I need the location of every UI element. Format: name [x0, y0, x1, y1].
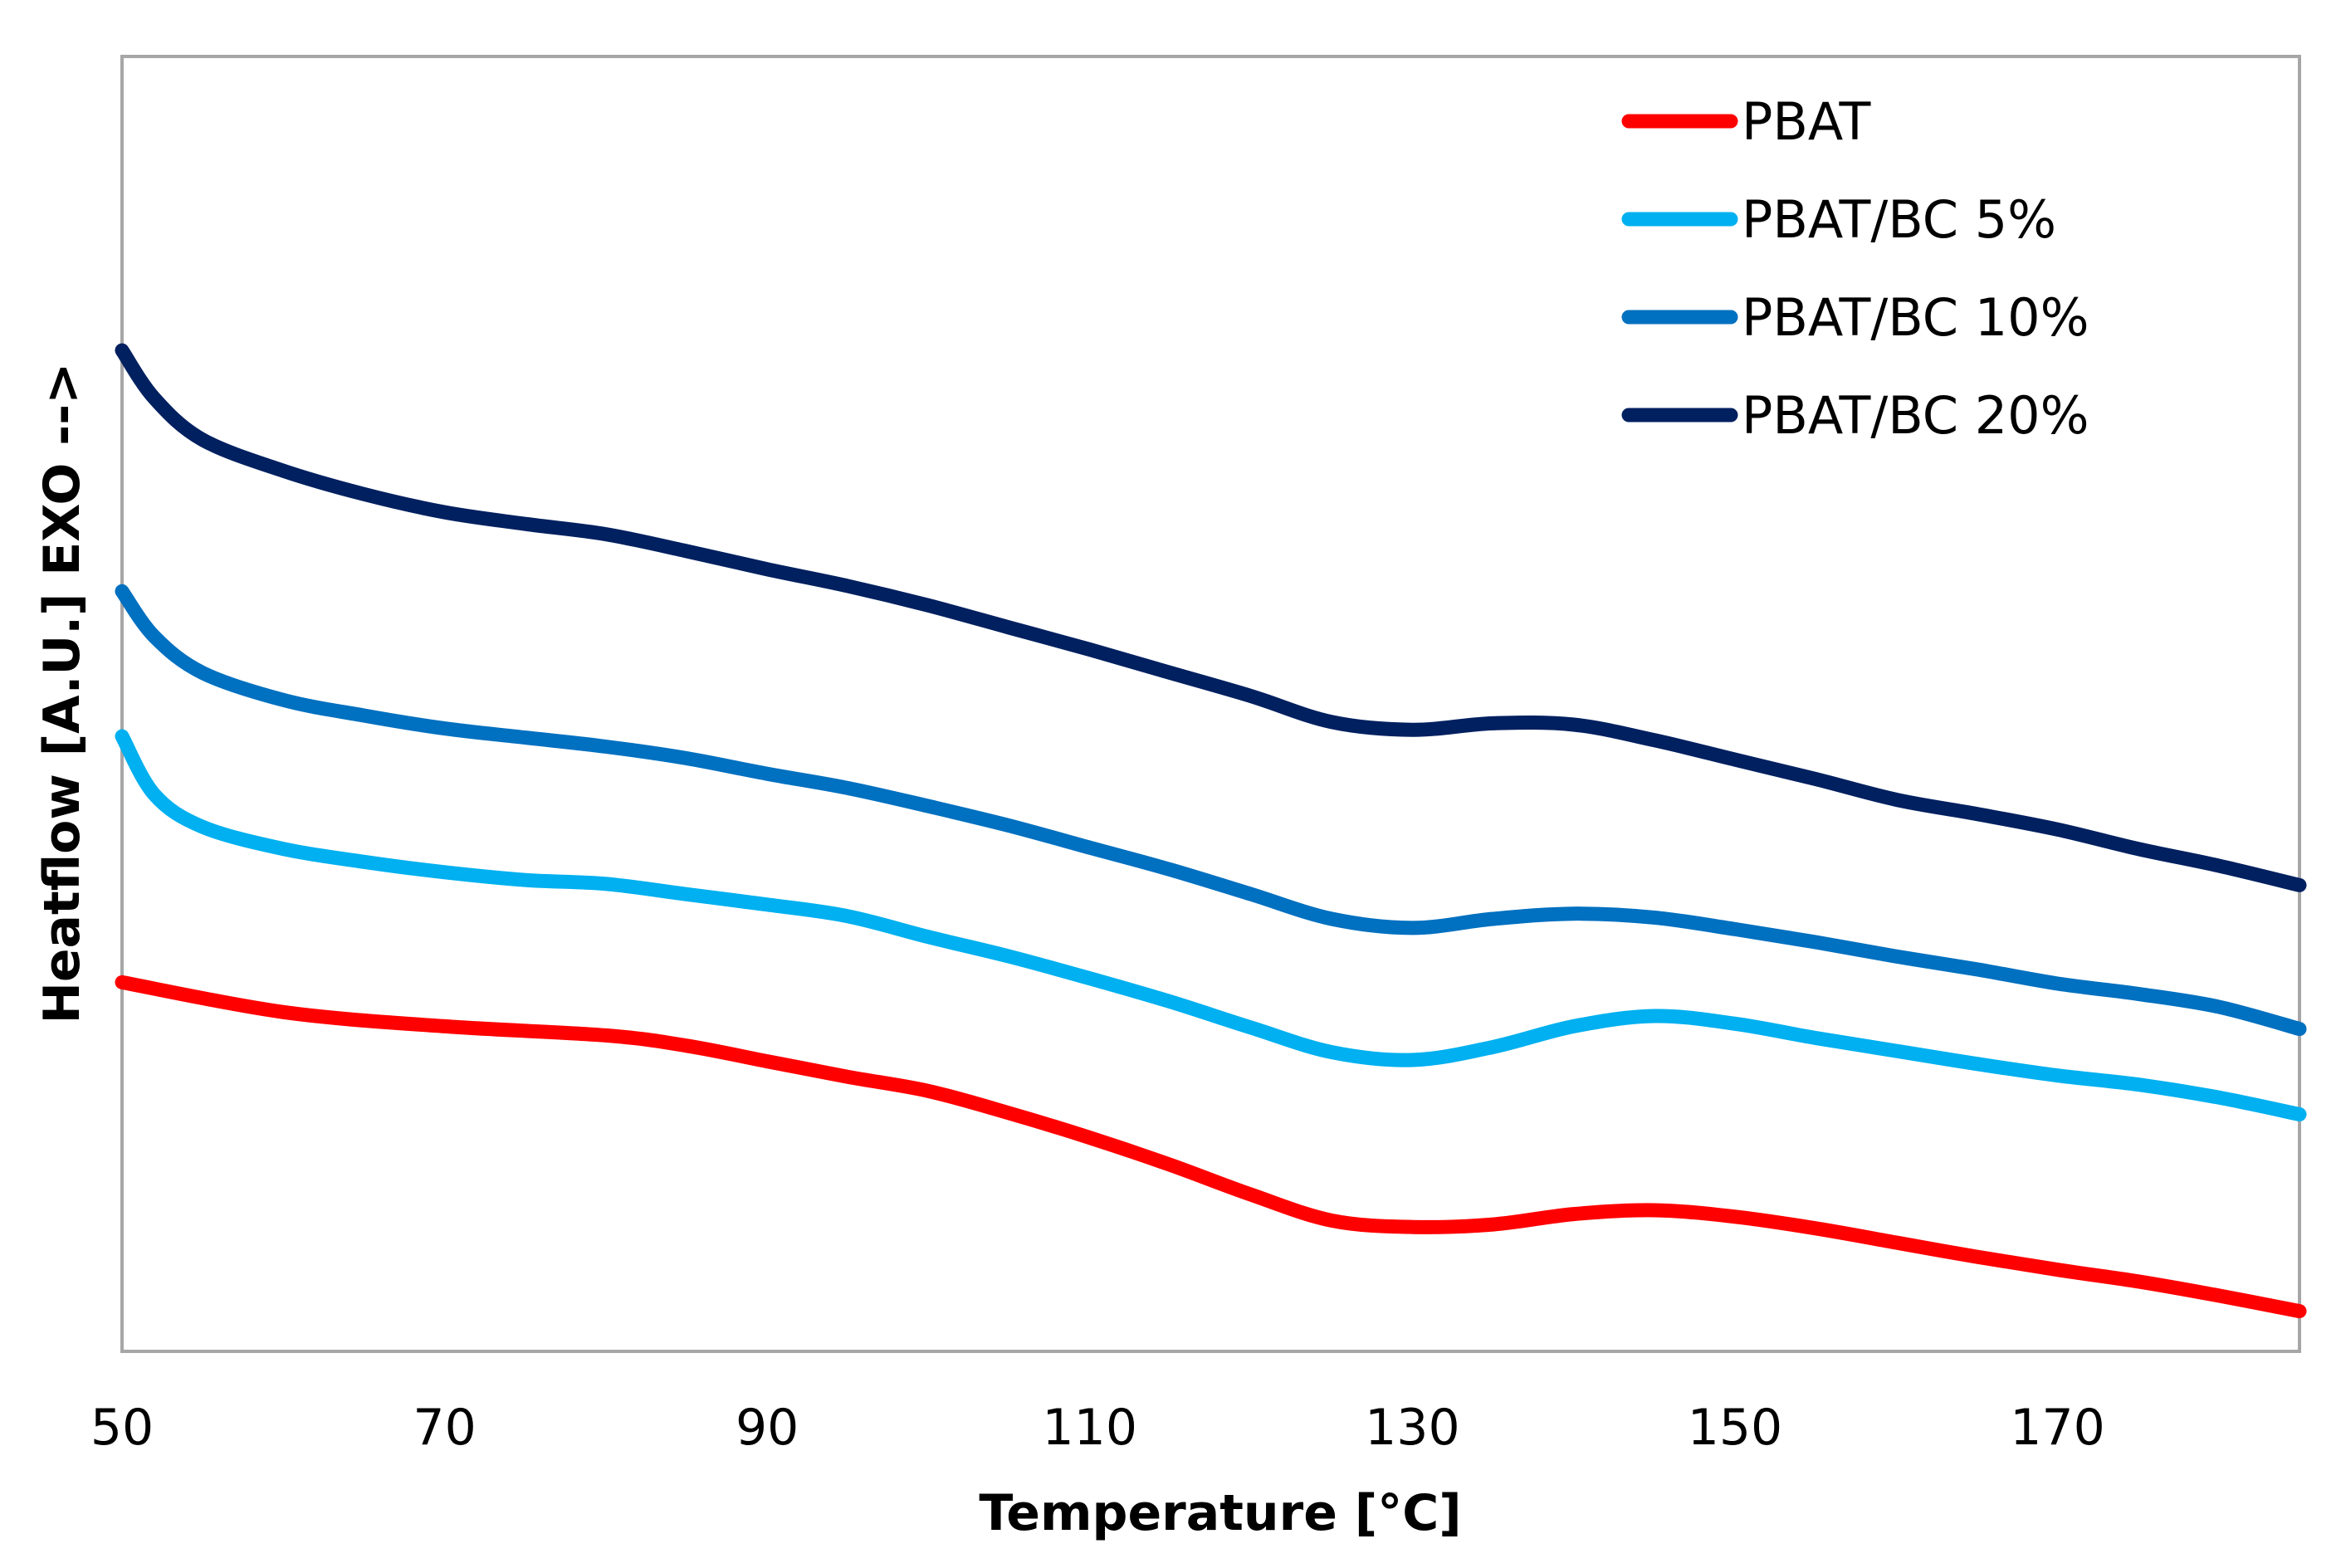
series-line-2	[115, 729, 2307, 1121]
legend-label-1: PBAT	[1742, 91, 1872, 152]
legend-label-3: PBAT/BC 10%	[1742, 287, 2089, 348]
x-tick-label: 150	[1688, 1399, 1783, 1457]
x-tick-label: 90	[736, 1399, 799, 1457]
series-line-4	[115, 343, 2307, 892]
y-axis-title: Heatflow [A.U.] EXO -->	[33, 363, 91, 1024]
x-tick-label: 50	[90, 1399, 154, 1457]
x-tick-labels: 50 70 90 110 130 150 170	[90, 1399, 2105, 1457]
series-layer	[115, 343, 2307, 1319]
x-tick-label: 130	[1365, 1399, 1460, 1457]
x-axis-title: Temperature [°C]	[979, 1484, 1461, 1542]
legend-label-4: PBAT/BC 20%	[1742, 385, 2089, 446]
x-tick-label: 110	[1043, 1399, 1138, 1457]
series-line-3	[115, 584, 2307, 1037]
series-line-1	[115, 975, 2307, 1319]
x-tick-label: 70	[413, 1399, 476, 1457]
legend-label-2: PBAT/BC 5%	[1742, 189, 2056, 250]
x-tick-label: 170	[2010, 1399, 2105, 1457]
legend: PBAT PBAT/BC 5% PBAT/BC 10% PBAT/BC 20%	[1621, 91, 2089, 446]
